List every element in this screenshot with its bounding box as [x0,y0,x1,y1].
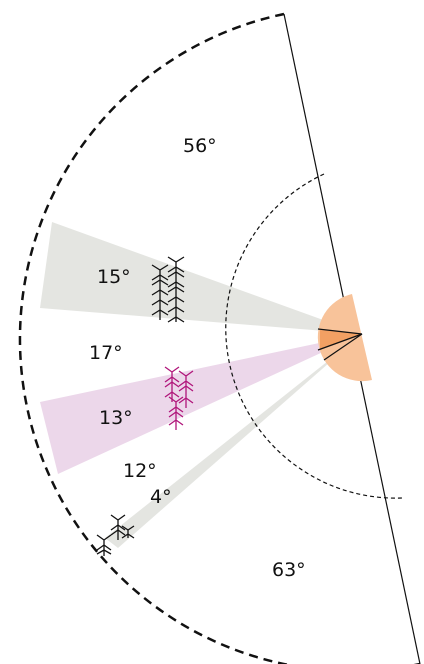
single-glyph-cluster-icon [96,514,135,556]
angle-label-4: 4° [150,486,172,508]
ray-bottom [323,333,363,361]
tree-glyph-cluster-icon [151,256,185,323]
angle-label-13: 13° [99,407,133,429]
angle-label-63: 63° [272,559,306,581]
wedge-pink [40,334,362,474]
ray-top [317,328,363,335]
outer-dashed-arc [18,12,420,664]
pink-glyph-cluster-icon [164,366,194,430]
angle-label-12: 12° [123,460,157,482]
angle-label-15: 15° [97,266,131,288]
ray-middle [317,333,363,351]
inner-dashed-arc [225,173,403,499]
wedge-gray-narrow [105,334,362,548]
angle-label-56: 56° [183,135,217,157]
angle-label-17: 17° [89,342,123,364]
wedge-gray-upper [40,222,362,334]
